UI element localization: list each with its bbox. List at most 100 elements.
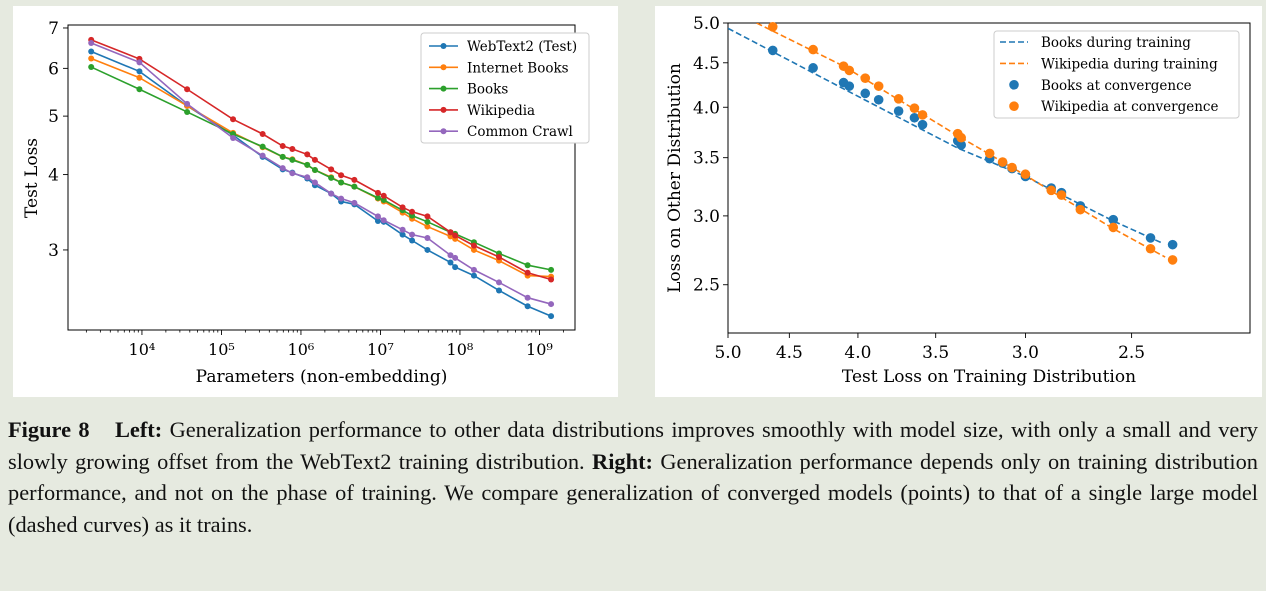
scatter-point bbox=[984, 148, 995, 159]
data-point bbox=[447, 233, 454, 240]
data-point bbox=[496, 279, 503, 286]
data-point bbox=[136, 59, 143, 66]
x-axis-label: Parameters (non-embedding) bbox=[196, 367, 448, 387]
y-tick-label: 5 bbox=[48, 107, 59, 127]
right-chart-generalization-vs-training-loss: 5.0 4.5 4.0 3.5 3.0 2.5 2.5 3.0 3.5 4.0 4.5 5.0 Test… bbox=[665, 14, 1251, 387]
data-point bbox=[259, 143, 266, 150]
scatter-point bbox=[1075, 204, 1086, 215]
legend: Books during training Wikipedia during tr… bbox=[993, 30, 1240, 119]
data-point bbox=[496, 254, 503, 261]
scatter-point bbox=[808, 63, 818, 73]
scatter-point bbox=[917, 110, 928, 120]
scatter-point bbox=[1046, 185, 1057, 196]
x-tick-label: 4.5 bbox=[776, 343, 803, 363]
data-point bbox=[230, 116, 237, 123]
x-tick-label: 10⁴ bbox=[129, 340, 156, 359]
data-point bbox=[279, 153, 286, 160]
scatter-point bbox=[1108, 214, 1119, 225]
scatter-point bbox=[808, 44, 818, 55]
data-point bbox=[184, 108, 191, 115]
data-point bbox=[524, 294, 531, 301]
caption-right-label: Right: bbox=[592, 448, 653, 474]
legend-label: Wikipedia bbox=[467, 103, 535, 119]
data-point bbox=[496, 287, 503, 294]
scatter-point bbox=[860, 73, 871, 83]
scatter-wikipedia-at-convergence bbox=[767, 21, 1178, 265]
data-point bbox=[88, 64, 95, 71]
scatter-point bbox=[1167, 255, 1178, 265]
data-point bbox=[374, 218, 381, 225]
legend-label: Books bbox=[467, 82, 508, 98]
x-axis-label: Test Loss on Training Distribution bbox=[842, 367, 1136, 387]
data-point bbox=[424, 234, 431, 241]
data-point bbox=[136, 74, 143, 81]
scatter-point bbox=[1145, 243, 1156, 254]
data-point bbox=[184, 100, 191, 107]
data-point bbox=[88, 39, 95, 46]
data-point bbox=[424, 246, 431, 253]
data-point bbox=[409, 231, 416, 238]
data-point bbox=[447, 259, 454, 266]
data-point bbox=[524, 269, 531, 276]
data-point bbox=[374, 194, 381, 201]
x-tick-label: 3.5 bbox=[922, 343, 949, 363]
x-tick-label: 2.5 bbox=[1118, 343, 1145, 363]
legend-marker bbox=[440, 43, 447, 49]
y-tick-label: 3.5 bbox=[693, 149, 720, 169]
scatter-point bbox=[767, 21, 778, 32]
data-point bbox=[424, 213, 431, 220]
data-point bbox=[470, 242, 477, 249]
data-point bbox=[447, 252, 454, 259]
x-tick-label: 10⁷ bbox=[367, 340, 394, 359]
y-tick-label: 4.5 bbox=[693, 54, 720, 74]
data-point bbox=[289, 146, 296, 153]
x-tick-label: 4.0 bbox=[844, 343, 871, 363]
data-point bbox=[88, 48, 95, 55]
data-point bbox=[399, 231, 406, 238]
data-point bbox=[311, 156, 318, 163]
caption-right-text: Generalization performance depends only … bbox=[8, 448, 1258, 537]
data-point bbox=[328, 174, 335, 181]
data-point bbox=[351, 176, 358, 183]
data-point bbox=[470, 246, 477, 253]
y-tick-label: 3.0 bbox=[693, 207, 720, 227]
caption-left-text: Generalization performance to other data… bbox=[8, 417, 1258, 474]
data-point bbox=[304, 151, 311, 158]
data-point bbox=[338, 195, 345, 202]
data-point bbox=[279, 143, 286, 150]
legend-marker bbox=[440, 64, 447, 71]
caption-left-label: Left: bbox=[114, 417, 163, 442]
data-point bbox=[409, 208, 416, 215]
legend-label: Wikipedia at convergence bbox=[1041, 99, 1218, 115]
data-point bbox=[447, 229, 454, 236]
y-tick-label: 5.0 bbox=[693, 14, 720, 34]
scatter-point bbox=[909, 112, 920, 123]
legend-item: Wikipedia at convergence bbox=[1009, 99, 1218, 115]
y-tick-label: 2.5 bbox=[693, 276, 720, 296]
plot-frame bbox=[727, 22, 1251, 334]
x-tick-label: 5.0 bbox=[714, 343, 741, 363]
legend-label: Internet Books bbox=[467, 60, 569, 76]
data-point bbox=[424, 223, 431, 230]
legend-item: Books bbox=[429, 82, 508, 98]
scatter-point bbox=[844, 81, 855, 91]
y-tick-label: 7 bbox=[48, 19, 59, 39]
scatter-point bbox=[909, 103, 920, 114]
scatter-point bbox=[1056, 190, 1067, 200]
legend-item: Internet Books bbox=[429, 60, 569, 76]
scatter-point bbox=[1020, 169, 1031, 180]
data-point bbox=[374, 213, 381, 220]
scatter-point bbox=[917, 119, 928, 130]
scatter-point bbox=[873, 81, 884, 91]
figure-label: Figure 8 bbox=[8, 417, 90, 442]
dashed-line-books-during-training bbox=[728, 27, 1164, 245]
data-point bbox=[88, 55, 95, 62]
data-point bbox=[424, 218, 431, 225]
data-point bbox=[311, 167, 318, 174]
legend-label: Common Crawl bbox=[467, 124, 573, 140]
data-point bbox=[304, 161, 311, 168]
data-point bbox=[548, 313, 555, 320]
y-tick-label: 4 bbox=[48, 166, 59, 186]
y-axis-label: Loss on Other Distribution bbox=[665, 63, 685, 293]
scatter-point bbox=[873, 94, 884, 105]
